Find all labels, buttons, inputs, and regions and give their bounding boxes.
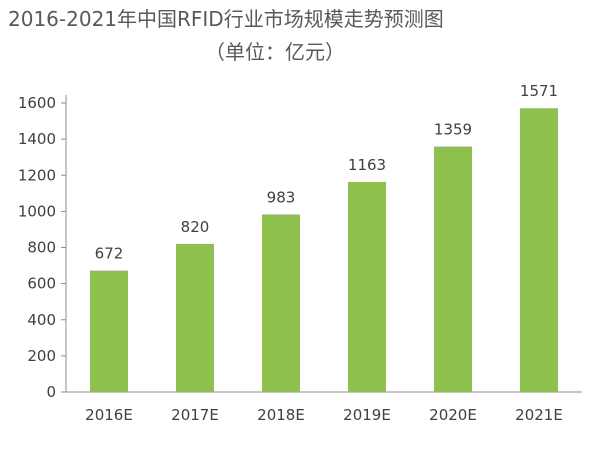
x-tick-label-2016E: 2016E [85,406,133,424]
y-tick-label: 1200 [18,166,56,184]
data-label-2019E: 1163 [348,156,386,174]
data-label-2021E: 1571 [520,82,558,100]
chart-title: 2016-2021年中国RFID行业市场规模走势预测图 [8,7,444,31]
bar-2017E [176,243,214,392]
chart-subtitle: （单位：亿元） [205,40,345,64]
bar-2020E [434,146,472,392]
x-tick-label-2021E: 2021E [515,406,563,424]
x-tick-label-2017E: 2017E [171,406,219,424]
bar-2019E [348,181,386,392]
y-tick-label: 1000 [18,202,56,220]
y-tick-label: 600 [27,275,56,293]
x-tick-label-2018E: 2018E [257,406,305,424]
y-tick-label: 0 [46,383,56,401]
data-label-2017E: 820 [181,218,210,236]
x-tick-label-2020E: 2020E [429,406,477,424]
bar-2018E [262,214,300,392]
bar-2021E [520,108,558,392]
data-label-2020E: 1359 [434,121,472,139]
bar-2016E [90,270,128,392]
y-tick-label: 200 [27,347,56,365]
data-label-2016E: 672 [95,245,124,263]
y-tick-label: 1400 [18,130,56,148]
y-tick-label: 800 [27,239,56,257]
y-tick-label: 400 [27,311,56,329]
data-label-2018E: 983 [267,188,296,206]
x-tick-label-2019E: 2019E [343,406,391,424]
y-tick-label: 1600 [18,94,56,112]
